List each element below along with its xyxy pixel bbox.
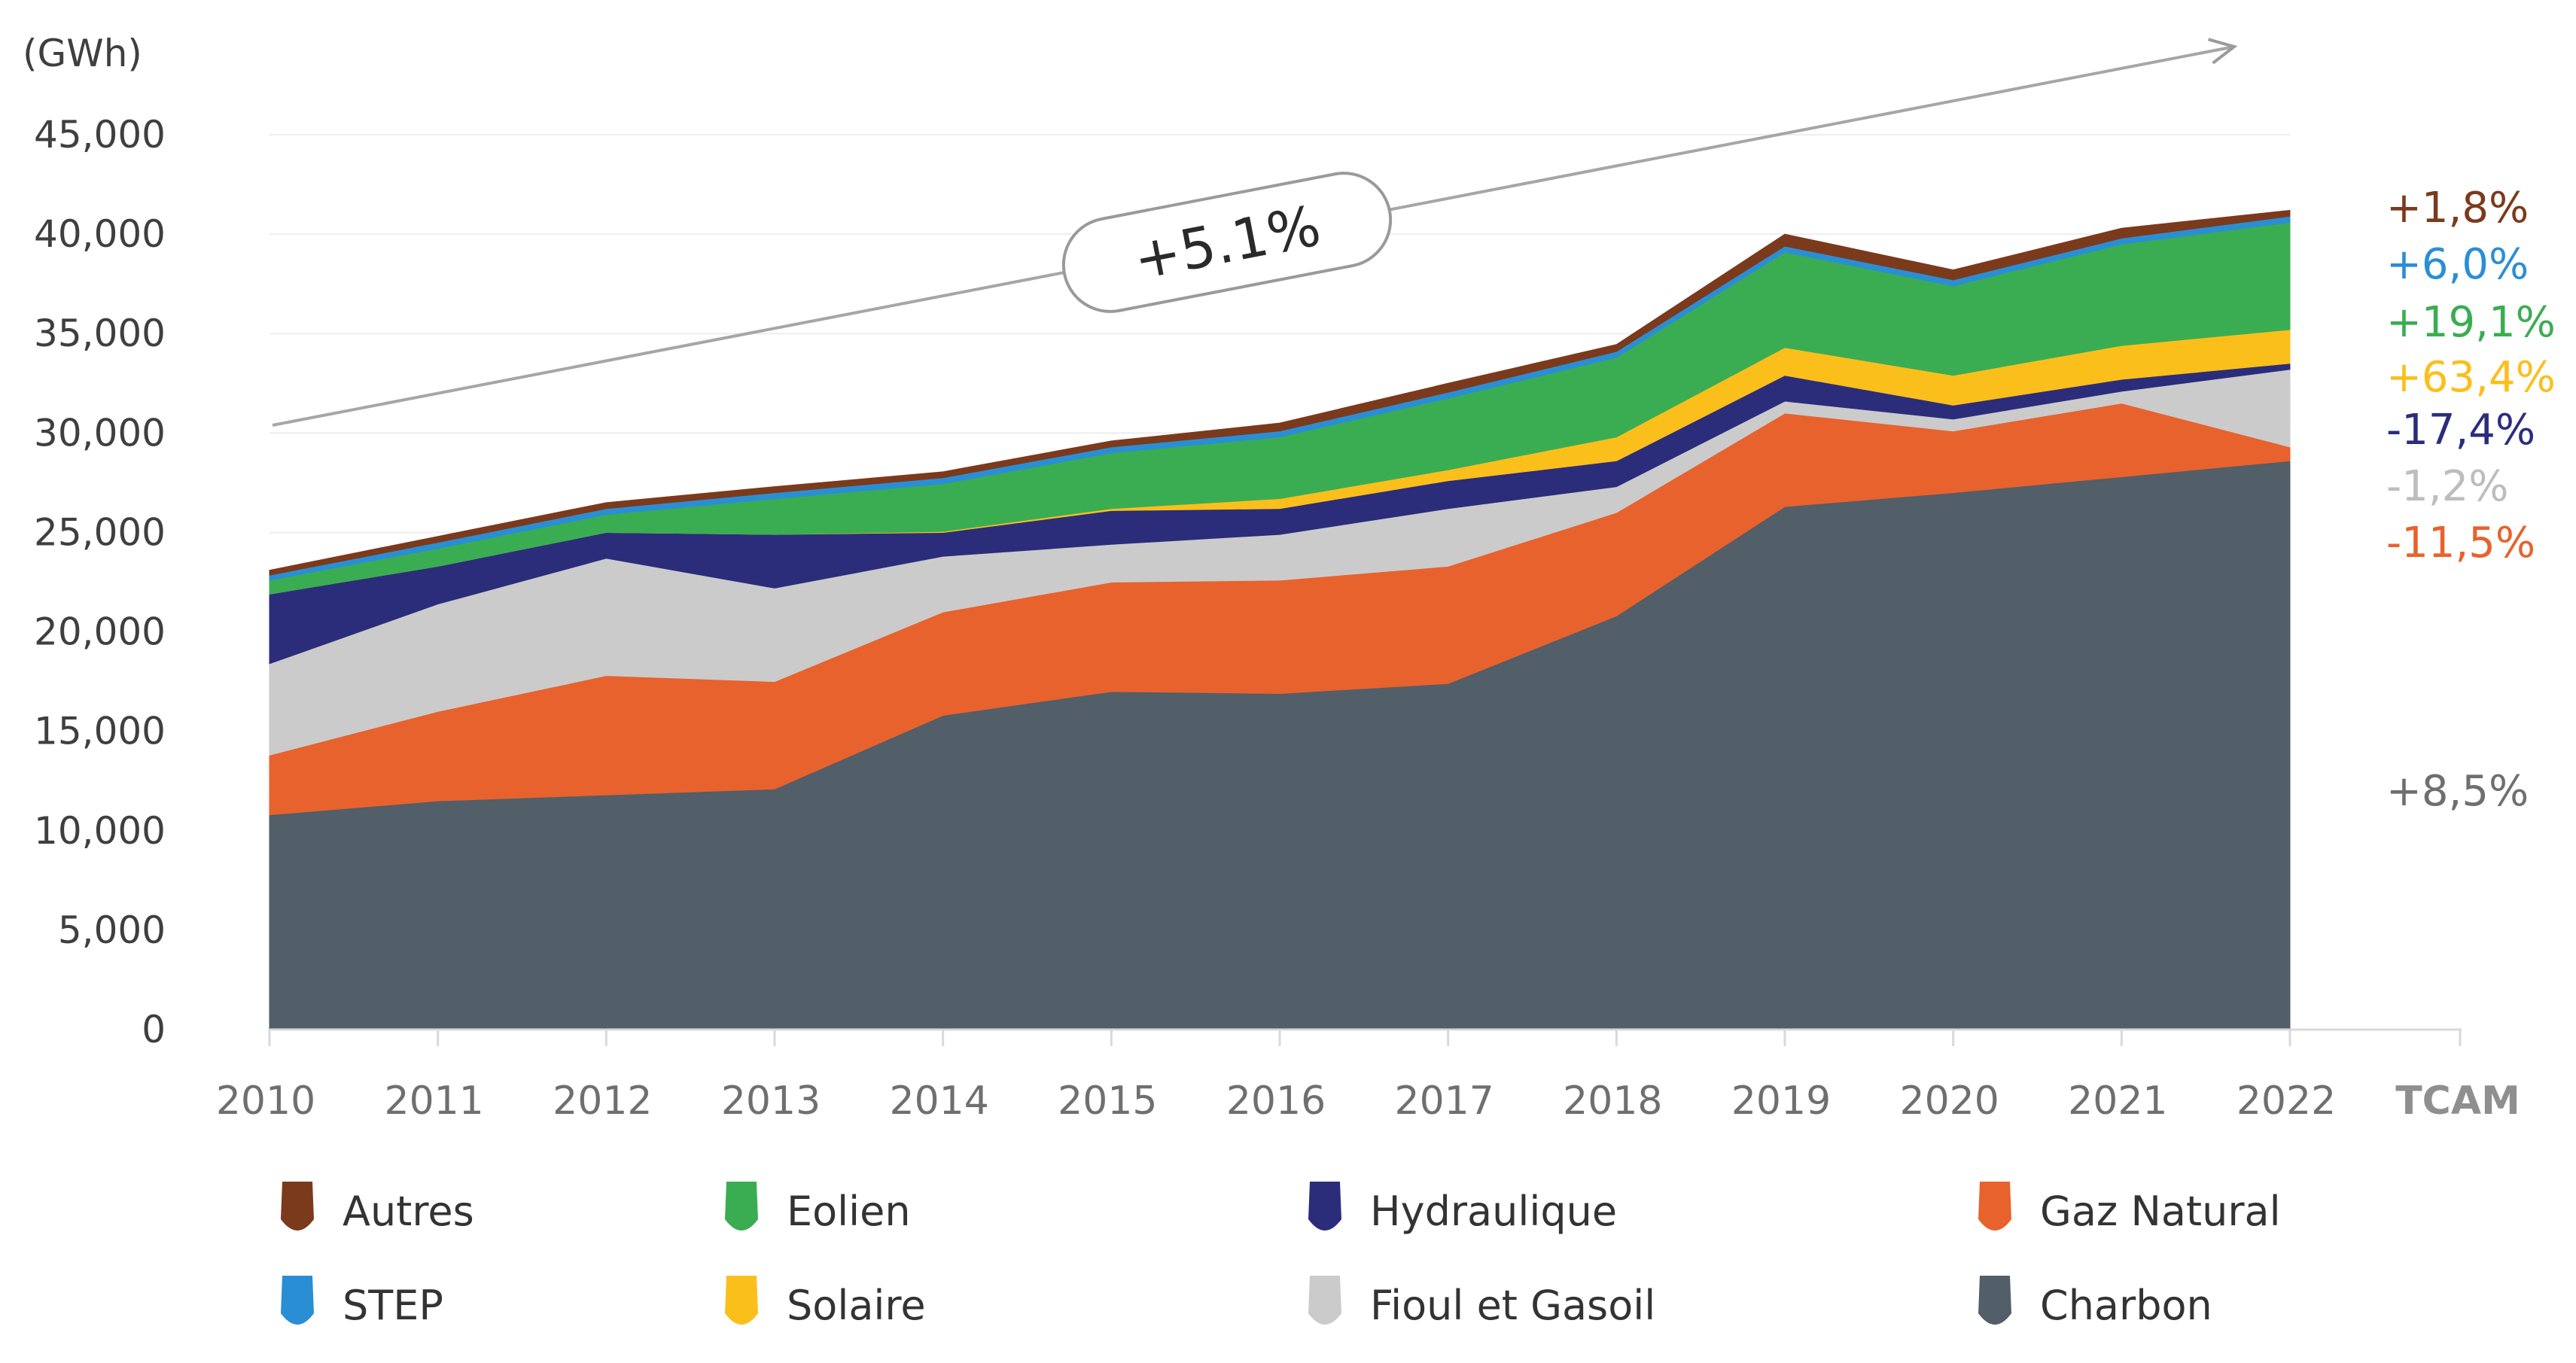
tcam-header: TCAM: [2395, 1079, 2520, 1124]
tcam-hydraulique: -17,4%: [2386, 406, 2535, 455]
x-tick-label: 2021: [2068, 1079, 2167, 1124]
y-tick-label: 45,000: [34, 113, 166, 157]
legend-label-charbon: Charbon: [2040, 1282, 2212, 1329]
legend-label-hydraulique: Hydraulique: [1370, 1188, 1617, 1235]
x-tick-label: 2017: [1394, 1079, 1494, 1124]
x-tick-label: 2015: [1058, 1079, 1157, 1124]
legend-label-step: STEP: [343, 1282, 443, 1329]
x-tick-label: 2011: [384, 1079, 483, 1124]
legend-swatch-hydraulique: [1308, 1182, 1341, 1231]
y-unit-label: (GWh): [23, 32, 142, 75]
stacked-areas: [269, 209, 2291, 1030]
y-tick-label: 20,000: [34, 610, 166, 654]
legend-swatch-fioul-et-gasoil: [1308, 1276, 1341, 1325]
x-tick-label: 2020: [1899, 1079, 1999, 1124]
area-autres: [269, 209, 2291, 576]
tcam-step: +6,0%: [2386, 240, 2529, 289]
legend-label-eolien: Eolien: [787, 1188, 911, 1235]
tcam-solaire: +63,4%: [2386, 353, 2556, 402]
legend: Autres Eolien Hydraulique Gaz Natural STEP So…: [281, 1182, 2281, 1329]
x-tick-label: 2010: [216, 1079, 315, 1124]
y-tick-label: 15,000: [34, 710, 166, 753]
tcam-eolien: +19,1%: [2386, 298, 2556, 347]
x-tick-label: 2018: [1563, 1079, 1662, 1124]
tcam-autres: +1,8%: [2386, 184, 2529, 233]
axes: 0 5,000 10,000 15,000 20,000 25,000 30,000 35,0…: [23, 32, 2520, 1124]
x-tick-label: 2019: [1731, 1079, 1831, 1124]
x-tick-label: 2013: [721, 1079, 821, 1124]
y-tick-label: 5,000: [58, 908, 166, 952]
growth-badge: +5.1%: [1061, 172, 1393, 313]
y-tick-label: 40,000: [34, 212, 166, 256]
growth-badge-pill: [1061, 172, 1393, 313]
growth-trend: +5.1%: [272, 47, 2234, 427]
y-tick-label: 35,000: [34, 312, 166, 355]
legend-swatch-eolien: [725, 1182, 758, 1231]
legend-label-autres: Autres: [343, 1188, 474, 1235]
legend-swatch-autres: [281, 1182, 314, 1231]
legend-label-fioul-et-gasoil: Fioul et Gasoil: [1370, 1282, 1655, 1329]
tcam-fioul-et-gasoil: -1,2%: [2386, 462, 2508, 511]
tcam-column: +8,5% -11,5% -1,2% -17,4%+63,4% +19,1% +6,0% +…: [2386, 184, 2556, 816]
y-tick-label: 25,000: [34, 510, 166, 554]
legend-label-solaire: Solaire: [787, 1282, 926, 1329]
y-tick-label: 10,000: [34, 809, 166, 853]
legend-swatch-step: [281, 1276, 314, 1325]
x-tick-label: 2022: [2236, 1079, 2336, 1124]
y-tick-label: 30,000: [34, 411, 166, 455]
x-tick-label: 2012: [553, 1079, 652, 1124]
legend-swatch-charbon: [1978, 1276, 2011, 1325]
y-tick-label: 0: [142, 1008, 166, 1051]
legend-label-gaz-natural: Gaz Natural: [2040, 1188, 2281, 1235]
tcam-gaz-natural: -11,5%: [2386, 519, 2535, 567]
x-tick-label: 2014: [889, 1079, 988, 1124]
legend-swatch-gaz-natural: [1978, 1182, 2011, 1231]
x-tick-label: 2016: [1226, 1079, 1326, 1124]
tcam-charbon: +8,5%: [2386, 767, 2529, 816]
legend-swatch-solaire: [725, 1276, 758, 1325]
